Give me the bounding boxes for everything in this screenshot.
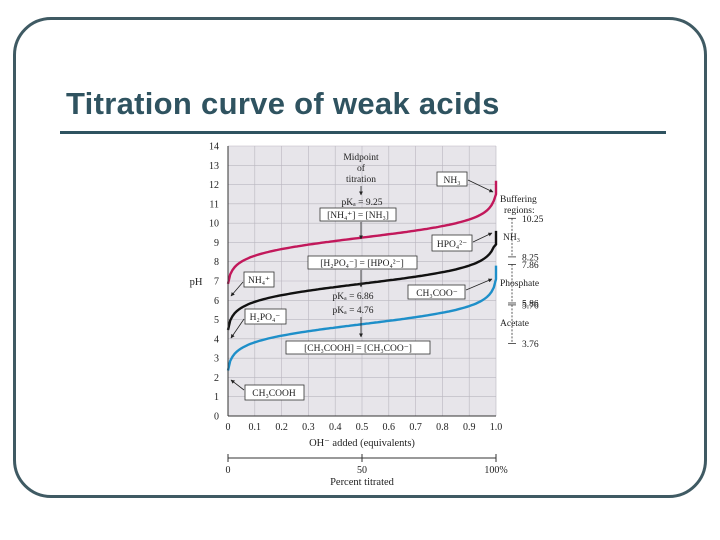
box-ch3coo-arrow xyxy=(465,278,493,291)
y-tick-label: 12 xyxy=(209,180,219,191)
buffer-name: Acetate xyxy=(500,319,529,329)
x-tick-label: 0.6 xyxy=(383,422,396,433)
y-tick-label: 3 xyxy=(214,354,219,365)
pka-nh3-label: pKₐ = 9.25 xyxy=(342,198,383,208)
percent-tick-label: 50 xyxy=(357,465,367,476)
box-nh3 xyxy=(436,171,468,187)
box-hpo4 xyxy=(431,234,473,252)
y-tick-label: 0 xyxy=(214,412,219,423)
y-tick-label: 2 xyxy=(214,373,219,384)
x-axis-label: OH⁻ added (equivalents) xyxy=(309,438,415,449)
buffering-title: regions: xyxy=(504,206,535,216)
buffering-title: Buffering xyxy=(500,194,537,205)
percent-tick-label: 0 xyxy=(226,465,231,476)
y-tick-label: 4 xyxy=(214,334,219,345)
slide-title: Titration curve of weak acids xyxy=(66,86,500,121)
y-tick-label: 14 xyxy=(209,142,219,153)
x-tick-label: 0.8 xyxy=(436,422,449,433)
box-ch3cooh-label: CH₃COOH xyxy=(252,389,296,399)
buffer-high-label: 10.25 xyxy=(522,215,544,225)
box-hpo4-label: HPO₄²⁻ xyxy=(437,240,467,250)
buffer-low-label: 5.86 xyxy=(522,299,539,309)
y-tick-label: 5 xyxy=(214,315,219,326)
y-axis-label: pH xyxy=(190,277,203,288)
y-tick-label: 7 xyxy=(214,277,219,288)
eq-po-label: [H₂PO₄⁻] = [HPO₄²⁻] xyxy=(320,259,404,269)
buffer-low-label: 8.25 xyxy=(522,253,539,263)
pka-ac-label: pKₐ = 4.76 xyxy=(333,306,374,316)
x-tick-label: 0.1 xyxy=(249,422,262,433)
midpoint-label: titration xyxy=(346,175,376,185)
x-tick-label: 0.3 xyxy=(302,422,315,433)
box-ch3cooh xyxy=(244,384,305,401)
box-nh4-arrow xyxy=(230,281,244,297)
series-line-1 xyxy=(226,230,498,331)
buffer-high-label: 5.76 xyxy=(522,301,539,311)
buffer-name: NH₃ xyxy=(503,233,520,243)
x-tick-label: 0.4 xyxy=(329,422,342,433)
y-tick-label: 10 xyxy=(209,219,219,230)
y-tick-label: 6 xyxy=(214,296,219,307)
box-h2po4-label: H₂PO₄⁻ xyxy=(250,313,281,323)
series-line-2 xyxy=(226,265,498,371)
percent-tick-label: 100% xyxy=(484,465,507,476)
box-nh4-label: NH₄⁺ xyxy=(248,276,270,286)
eq-nh-box xyxy=(319,207,397,222)
x-tick-label: 0.7 xyxy=(409,422,422,433)
box-nh4 xyxy=(243,271,275,288)
x-tick-label: 0.5 xyxy=(356,422,369,433)
box-ch3coo xyxy=(407,284,466,300)
box-h2po4 xyxy=(244,308,287,325)
percent-axis: 0 50 100% Percent titrated xyxy=(226,454,508,488)
x-tick-label: 0.2 xyxy=(275,422,288,433)
y-tick-label: 13 xyxy=(209,161,219,172)
eq-po-box xyxy=(307,255,418,270)
series-line-0 xyxy=(226,180,498,285)
percent-axis-label: Percent titrated xyxy=(330,477,395,488)
y-tick-label: 9 xyxy=(214,238,219,249)
box-ch3coo-label: CH₃COO⁻ xyxy=(416,289,458,299)
midpoint-label: of xyxy=(357,163,366,174)
y-tick-label: 8 xyxy=(214,257,219,268)
box-nh3-arrow xyxy=(467,179,494,193)
eq-ac-box xyxy=(285,340,431,355)
box-h2po4-arrow xyxy=(230,318,245,339)
y-tick-label: 11 xyxy=(209,199,219,210)
buffer-low-label: 3.76 xyxy=(522,340,539,350)
pka-po-label: pKₐ = 6.86 xyxy=(333,292,374,302)
box-nh3-label: NH₃ xyxy=(443,176,460,186)
buffer-high-label: 7.86 xyxy=(522,261,539,271)
eq-nh-label: [NH₄⁺] = [NH₃] xyxy=(327,211,389,221)
title-rule xyxy=(60,131,666,134)
series-group xyxy=(226,180,498,371)
midpoint-label: Midpoint xyxy=(343,153,379,163)
y-tick-label: 1 xyxy=(214,392,219,403)
buffer-name: Phosphate xyxy=(500,279,539,289)
eq-ac-label: [CH₃COOH] = [CH₃COO⁻] xyxy=(304,344,412,354)
x-tick-label: 0.9 xyxy=(463,422,476,433)
x-tick-label: 0 xyxy=(226,422,231,433)
box-hpo4-arrow xyxy=(472,232,493,243)
x-tick-label: 1.0 xyxy=(490,422,503,433)
box-ch3cooh-arrow xyxy=(230,379,245,391)
